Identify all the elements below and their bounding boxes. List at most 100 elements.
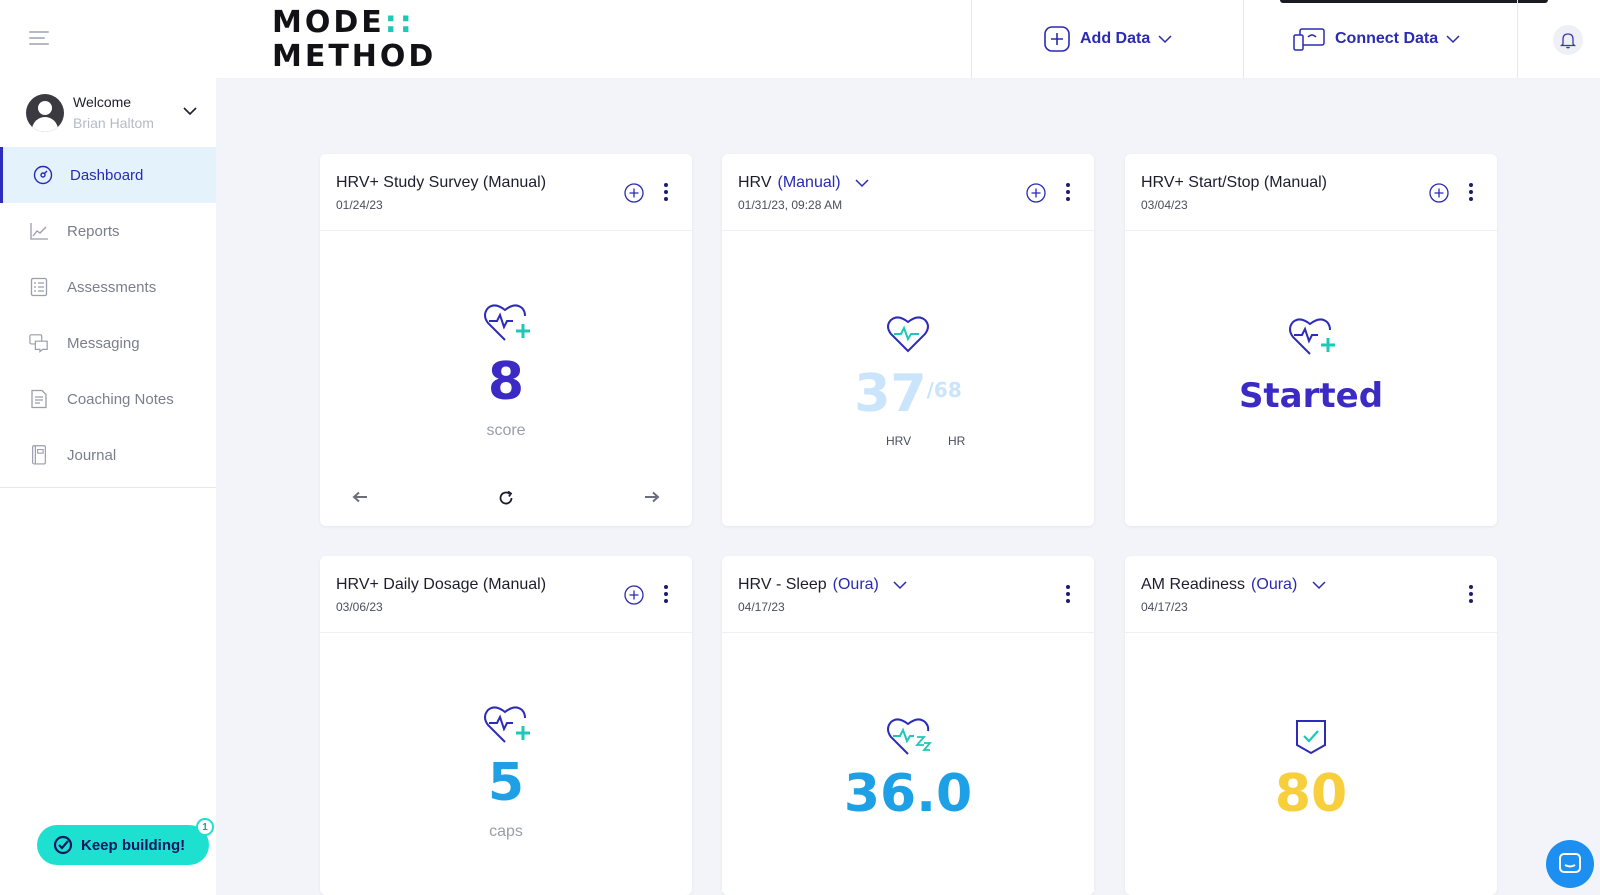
card-title[interactable]: AM Readiness (Oura) xyxy=(1141,576,1326,594)
heart-sleep-icon xyxy=(887,718,932,755)
add-data-button[interactable]: Add Data xyxy=(1044,22,1172,56)
card-title: HRV+ Start/Stop (Manual) xyxy=(1141,174,1328,191)
gauge-icon xyxy=(33,165,53,185)
bell-icon xyxy=(1560,33,1576,49)
card-date: 03/06/23 xyxy=(336,600,383,614)
sidebar-divider xyxy=(0,487,216,488)
heart-plus-icon xyxy=(484,304,530,341)
metric-value: 36.0 xyxy=(843,764,973,824)
card-source: (Oura) xyxy=(1251,576,1298,593)
sidebar-item-label: Coaching Notes xyxy=(67,390,174,408)
header-divider xyxy=(971,0,972,78)
keep-building-label: Keep building! xyxy=(81,836,186,854)
top-header: MODE:: METHOD Add Data Connect Data xyxy=(216,0,1600,78)
connect-data-button[interactable]: Connect Data xyxy=(1293,22,1460,56)
brand-logo[interactable]: MODE:: METHOD xyxy=(272,5,437,74)
user-name: Brian Haltom xyxy=(73,115,154,131)
metric-unit: caps xyxy=(489,823,523,840)
sidebar-item-messaging[interactable]: Messaging xyxy=(0,315,216,371)
hrv-label: HRV xyxy=(886,434,912,448)
avatar xyxy=(26,94,64,132)
notifications-button[interactable] xyxy=(1553,25,1583,55)
metric-value: 5 xyxy=(487,753,525,813)
card-title[interactable]: HRV - Sleep (Oura) xyxy=(738,576,907,594)
card-date: 03/04/23 xyxy=(1141,198,1188,212)
chat-icon xyxy=(1559,853,1581,873)
sidebar-item-assessments[interactable]: Assessments xyxy=(0,259,216,315)
header-divider xyxy=(1517,0,1518,78)
metric-value: Started xyxy=(1238,376,1384,416)
arrow-left-icon[interactable] xyxy=(352,491,368,503)
metric-card-study-survey: HRV+ Study Survey (Manual) 01/24/23 8 sc… xyxy=(320,154,692,526)
shield-check-icon xyxy=(1296,720,1326,755)
chevron-down-icon xyxy=(1312,581,1326,589)
chevron-down-icon xyxy=(855,179,869,187)
more-options-icon[interactable] xyxy=(1065,585,1071,605)
more-options-icon[interactable] xyxy=(1065,183,1071,203)
card-date: 01/24/23 xyxy=(336,198,383,212)
card-title: HRV+ Study Survey (Manual) xyxy=(336,174,547,191)
chat-launcher-button[interactable] xyxy=(1546,840,1594,888)
check-badge-icon xyxy=(53,835,73,855)
card-header: HRV+ Daily Dosage (Manual) 03/06/23 xyxy=(320,556,692,633)
menu-icon[interactable] xyxy=(29,31,49,45)
chevron-down-icon xyxy=(893,581,907,589)
sidebar-item-coaching-notes[interactable]: Coaching Notes xyxy=(0,371,216,427)
plus-square-icon xyxy=(1044,26,1070,52)
metric-card-daily-dosage: HRV+ Daily Dosage (Manual) 03/06/23 5 ca… xyxy=(320,556,692,895)
add-circle-icon[interactable] xyxy=(624,183,644,203)
sidebar-item-dashboard[interactable]: Dashboard xyxy=(0,147,216,203)
user-profile[interactable]: Welcome Brian Haltom xyxy=(0,78,216,146)
sidebar-nav: Dashboard Reports Assessments Messaging … xyxy=(0,147,216,483)
card-source: (Manual) xyxy=(777,174,841,191)
metric-card-hrv-sleep: HRV - Sleep (Oura) 04/17/23 36.0 xyxy=(722,556,1094,895)
more-options-icon[interactable] xyxy=(1468,183,1474,203)
more-options-icon[interactable] xyxy=(663,585,669,605)
arrow-right-icon[interactable] xyxy=(644,491,660,503)
metric-secondary-value: /68 xyxy=(926,378,962,402)
add-circle-icon[interactable] xyxy=(1026,183,1046,203)
add-circle-icon[interactable] xyxy=(624,585,644,605)
metric-unit: score xyxy=(486,422,526,439)
more-options-icon[interactable] xyxy=(1468,585,1474,605)
card-date: 04/17/23 xyxy=(1141,600,1188,614)
metric-card-hrv: HRV (Manual) 01/31/23, 09:28 AM 37/68 HRV… xyxy=(722,154,1094,526)
sidebar: Welcome Brian Haltom Dashboard Reports A… xyxy=(0,0,216,895)
sidebar-item-label: Assessments xyxy=(67,278,157,296)
refresh-icon[interactable] xyxy=(498,490,514,506)
metric-card-am-readiness: AM Readiness (Oura) 04/17/23 80 xyxy=(1125,556,1497,895)
card-title[interactable]: HRV (Manual) xyxy=(738,174,869,192)
chart-icon xyxy=(30,223,48,240)
journal-icon xyxy=(32,445,46,465)
keep-building-button[interactable]: Keep building! xyxy=(37,825,209,865)
sidebar-item-label: Reports xyxy=(67,222,120,240)
notes-icon xyxy=(31,389,47,409)
card-header: HRV - Sleep (Oura) 04/17/23 xyxy=(722,556,1094,633)
header-divider xyxy=(1243,0,1244,78)
chevron-down-icon xyxy=(1158,35,1172,44)
hrv-value-group: 37/68 xyxy=(722,364,1094,424)
card-header: HRV+ Start/Stop (Manual) 03/04/23 xyxy=(1125,154,1497,231)
metric-value: 80 xyxy=(1274,764,1348,824)
more-options-icon[interactable] xyxy=(663,183,669,203)
add-circle-icon[interactable] xyxy=(1429,183,1449,203)
welcome-text: Welcome xyxy=(73,94,132,110)
card-date: 04/17/23 xyxy=(738,600,785,614)
sidebar-item-journal[interactable]: Journal xyxy=(0,427,216,483)
heart-plus-icon xyxy=(1289,318,1335,355)
hr-label: HR xyxy=(948,434,966,448)
chat-icon xyxy=(29,334,48,353)
card-header: HRV+ Study Survey (Manual) 01/24/23 xyxy=(320,154,692,231)
sidebar-item-label: Dashboard xyxy=(70,166,144,184)
card-header: AM Readiness (Oura) 04/17/23 xyxy=(1125,556,1497,633)
heart-pulse-icon xyxy=(887,316,929,353)
chevron-down-icon xyxy=(1446,35,1460,44)
card-title: HRV+ Daily Dosage (Manual) xyxy=(336,576,547,593)
chevron-down-icon[interactable] xyxy=(182,105,198,117)
card-date: 01/31/23, 09:28 AM xyxy=(738,198,843,212)
checklist-icon xyxy=(30,277,48,297)
sidebar-item-label: Messaging xyxy=(67,334,140,352)
sidebar-item-reports[interactable]: Reports xyxy=(0,203,216,259)
top-edge-bar xyxy=(1280,0,1548,3)
sidebar-item-label: Journal xyxy=(67,446,117,464)
